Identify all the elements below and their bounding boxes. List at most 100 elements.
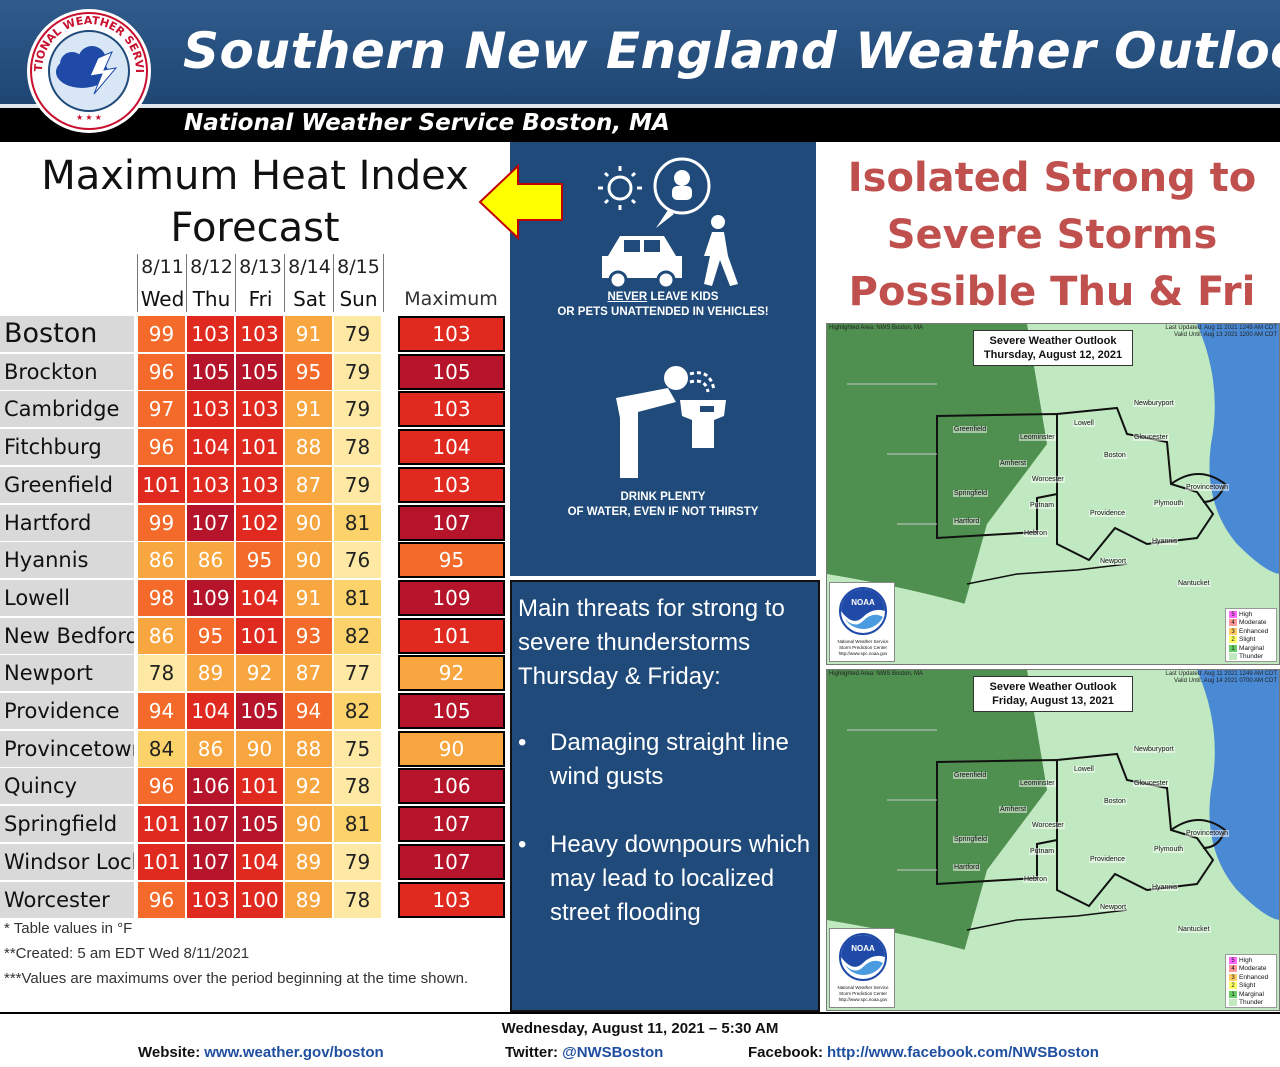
- map-town-label: Worcester: [1031, 822, 1065, 829]
- column-separator: [333, 254, 334, 312]
- legend-label: Moderate: [1239, 619, 1267, 627]
- website-link[interactable]: www.weather.gov/boston: [204, 1044, 384, 1061]
- map-town-label: Newport: [1099, 558, 1128, 565]
- nws-logo-icon: NATIONAL WEATHER SERVICE ★ ★ ★: [26, 8, 151, 133]
- facebook-label: Facebook:: [748, 1044, 824, 1061]
- max-heat-index-cell: 106: [398, 768, 505, 805]
- legend-swatch: 3: [1229, 973, 1237, 981]
- map-town-label: Amherst: [999, 806, 1028, 813]
- city-name: Newport: [0, 655, 134, 692]
- column-separator: [137, 254, 138, 312]
- heat-index-cell: 88: [285, 429, 332, 466]
- legend-swatch: 2: [1229, 982, 1237, 990]
- legend-swatch: 1: [1229, 990, 1237, 998]
- map-town-label: Worcester: [1031, 476, 1065, 483]
- max-heat-index-cell: 92: [398, 655, 505, 692]
- heat-index-cell: 94: [285, 693, 332, 729]
- heat-index-cell: 104: [187, 693, 234, 729]
- heat-index-cell: 77: [334, 655, 381, 692]
- heat-index-cell: 101: [236, 617, 283, 654]
- day-header: Fri: [248, 287, 273, 311]
- map-town-label: Gloucester: [1133, 434, 1169, 441]
- heat-index-cell: 78: [138, 655, 185, 692]
- table-note-units: * Table values in °F: [4, 920, 133, 937]
- heat-index-cell: 103: [236, 466, 283, 503]
- heat-index-cell: 107: [187, 504, 234, 541]
- max-heat-index-cell: 105: [398, 353, 505, 390]
- heat-index-cell: 103: [187, 881, 234, 918]
- heat-index-cell: 86: [138, 617, 185, 654]
- map-town-label: Putnam: [1029, 502, 1056, 509]
- city-name: Springfield: [0, 806, 134, 843]
- noaa-caption-line2: Storm Prediction Center: [838, 991, 888, 996]
- map-town-label: Leominster: [1019, 780, 1056, 787]
- noaa-caption-line1: National Weather Service: [837, 639, 889, 644]
- severe-outlook-map: Severe Weather Outlook Friday, August 13,…: [826, 669, 1280, 1011]
- date-header: 8/13: [239, 256, 282, 278]
- page-subtitle: National Weather Service Boston, MA: [184, 110, 670, 136]
- map-last-updated: Last Updated: Aug 11 2021 1249 AM CDT: [1165, 671, 1277, 677]
- hot-car-child-icon: [598, 157, 738, 290]
- city-name: Providence: [0, 693, 134, 729]
- header-banner: [0, 0, 1280, 104]
- legend-entry: 3 Enhanced: [1229, 627, 1269, 636]
- heat-index-cell: 96: [138, 881, 185, 918]
- kids-warning-text: NEVER LEAVE KIDS OR PETS UNATTENDED IN V…: [510, 290, 816, 320]
- legend-entry: Thunder: [1229, 653, 1263, 661]
- heat-index-cell: 81: [334, 806, 381, 843]
- storm-headline-line1: Isolated Strong to: [847, 155, 1257, 201]
- heat-index-cell: 102: [236, 504, 283, 541]
- heat-index-cell: 87: [285, 466, 332, 503]
- heat-index-cell: 101: [236, 768, 283, 805]
- city-name: Hartford: [0, 504, 134, 541]
- map-town-label: Hartford: [953, 518, 981, 525]
- city-name: Brockton: [0, 353, 134, 390]
- map-title-box: Severe Weather Outlook Friday, August 13,…: [973, 676, 1133, 712]
- heat-index-cell: 82: [334, 617, 381, 654]
- threat-bullet-text: Damaging straight line wind gusts: [550, 729, 789, 790]
- legend-swatch: 4: [1229, 965, 1237, 973]
- noaa-logo-icon: NOAA: [839, 933, 887, 981]
- heat-index-cell: 81: [334, 579, 381, 616]
- map-town-label: Newburyport: [1133, 400, 1175, 407]
- city-name: Worcester: [0, 881, 134, 918]
- legend-swatch: 1: [1229, 644, 1237, 652]
- heat-index-cell: 93: [285, 617, 332, 654]
- bullet-dot-icon: •: [518, 729, 527, 756]
- legend-swatch: 3: [1229, 627, 1237, 635]
- heat-index-cell: 103: [236, 316, 283, 352]
- heat-index-cell: 82: [334, 693, 381, 729]
- map-town-label: Hebron: [1023, 530, 1048, 537]
- heat-index-cell: 95: [236, 542, 283, 579]
- map-town-label: Hyannis: [1151, 538, 1179, 545]
- max-heat-index-cell: 104: [398, 429, 505, 466]
- heat-index-cell: 101: [138, 806, 185, 843]
- date-header: 8/11: [141, 256, 184, 278]
- city-name: Windsor Locks: [0, 843, 134, 880]
- legend-label: Moderate: [1239, 965, 1267, 973]
- max-heat-index-cell: 103: [398, 316, 505, 352]
- legend-label: Enhanced: [1239, 628, 1269, 636]
- facebook-link[interactable]: http://www.facebook.com/NWSBoston: [827, 1044, 1099, 1061]
- heat-index-cell: 79: [334, 391, 381, 428]
- footer-website: Website: www.weather.gov/boston: [138, 1044, 384, 1061]
- noaa-caption-line1: National Weather Service: [837, 985, 889, 990]
- heat-index-cell: 79: [334, 353, 381, 390]
- heat-index-cell: 103: [187, 466, 234, 503]
- legend-entry: 4 Moderate: [1229, 619, 1266, 627]
- legend-swatch: 2: [1229, 636, 1237, 644]
- max-heat-index-cell: 95: [398, 542, 505, 579]
- heat-index-title-line2: Forecast: [170, 205, 340, 251]
- threat-bullet-text: Heavy downpours which may lead to locali…: [550, 831, 811, 926]
- max-heat-index-cell: 101: [398, 617, 505, 654]
- kids-warning-line2: OR PETS UNATTENDED IN VEHICLES!: [557, 306, 769, 318]
- footer-twitter: Twitter: @NWSBoston: [505, 1044, 663, 1061]
- twitter-link[interactable]: @NWSBoston: [562, 1044, 664, 1061]
- water-advice-line1: DRINK PLENTY: [620, 491, 706, 503]
- heat-index-cell: 103: [236, 391, 283, 428]
- map-town-label: Nantucket: [1177, 926, 1211, 933]
- legend-label: High: [1239, 957, 1253, 965]
- map-town-label: Boston: [1103, 452, 1127, 459]
- noaa-logo-icon: NOAA: [839, 587, 887, 635]
- map-town-label: Newburyport: [1133, 746, 1175, 753]
